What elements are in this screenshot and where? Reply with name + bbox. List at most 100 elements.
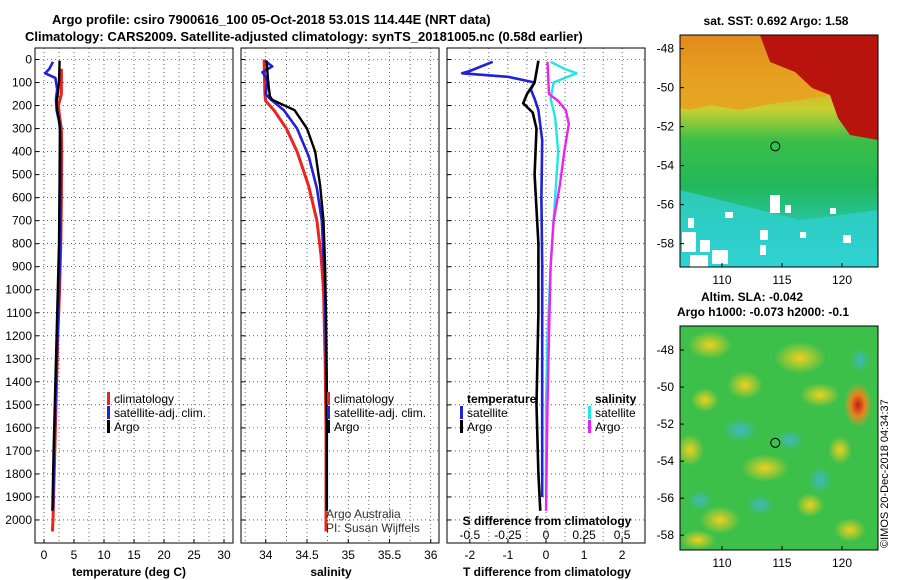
x-tick-label: 0: [543, 548, 550, 562]
sla-ticks: 110 115 120 -48 -50 -52 -54 -56 -58: [657, 343, 853, 570]
title-line1: Argo profile: csiro 7900616_100 05-Oct-2…: [52, 12, 491, 27]
depth-tick-label: 1300: [5, 352, 32, 366]
x-tick-label: 35.5: [378, 548, 402, 562]
temperature-grid: [35, 48, 233, 543]
legend-swatch-satellite: [327, 406, 330, 419]
legend-label-satellite: satellite-adj. clim.: [334, 406, 426, 420]
missing-data-patch: [682, 232, 696, 252]
salinity-ticks: 34 34.5 35 35.5 36: [241, 59, 438, 562]
legend-label-climatology: climatology: [334, 392, 394, 406]
salinity-panel: 34 34.5 35 35.5 36 climatology satellite-adj…: [240, 47, 440, 579]
sst-missing-data: [682, 195, 851, 267]
legend-label-satellite: satellite-adj. clim.: [114, 406, 206, 420]
missing-data-patch: [725, 212, 733, 218]
depth-tick-label: 700: [12, 214, 32, 228]
depth-tick-label: 500: [12, 168, 32, 182]
missing-data-patch: [760, 245, 766, 255]
depth-tick-label: 800: [12, 237, 32, 251]
sla-anomaly-blob: [688, 490, 712, 510]
difference-ticks: -2 -1 0 1 2 -0.5 -0.25 0 0.25 0.5: [447, 59, 631, 562]
difference-x2label: S difference from climatology: [463, 514, 632, 528]
series-line-s-satellite: [544, 60, 578, 497]
x2-tick-label: -0.25: [494, 528, 522, 542]
sst-orange-band: [680, 35, 830, 110]
lon-tick-label: 120: [832, 556, 852, 570]
sla-title-line2: Argo h1000: -0.073 h2000: -0.1: [677, 305, 849, 319]
depth-tick-label: 1100: [6, 306, 32, 320]
sst-map: sat. SST: 0.692 Argo: 1.58 110 115 120 -48 -…: [657, 14, 879, 287]
annotation-line1: Argo Australia: [326, 507, 401, 521]
legend-swatch-t-satellite: [460, 406, 463, 419]
x-tick-label: 0: [41, 548, 48, 562]
missing-data-patch: [770, 195, 780, 213]
sla-anomaly-blob: [680, 434, 704, 466]
salinity-plot-area: [240, 47, 440, 544]
x2-tick-label: 0.25: [572, 528, 596, 542]
annotation-line2: PI: Susan Wijffels: [326, 521, 420, 535]
difference-series: [460, 60, 578, 511]
sla-anomaly-blob: [727, 371, 763, 399]
difference-panel: -2 -1 0 1 2 -0.5 -0.25 0 0.25 0.5 temperature sal…: [446, 47, 646, 579]
lat-tick-label: -58: [657, 528, 675, 542]
legend-label-argo: Argo: [334, 420, 360, 434]
lat-tick-label: -52: [657, 417, 675, 431]
depth-tick-label: 600: [12, 191, 32, 205]
lat-tick-label: -48: [657, 343, 675, 357]
temperature-ticks: 0100200300400500600700800900100011001200…: [5, 53, 231, 562]
sla-anomaly-blob: [800, 383, 840, 407]
legend-swatch-climatology: [107, 392, 110, 405]
x-tick-label: 1: [581, 548, 588, 562]
series-line-t-satellite: [460, 60, 544, 497]
series-line-argo: [265, 60, 328, 511]
sla-anomaly-blob: [828, 436, 852, 464]
x-tick-label: -1: [503, 548, 514, 562]
sla-anomaly-blob: [688, 331, 732, 359]
lon-tick-label: 115: [772, 273, 791, 287]
lat-tick-label: -56: [657, 198, 675, 212]
depth-tick-label: 1900: [5, 490, 32, 504]
lon-tick-label: 110: [712, 556, 731, 570]
salinity-legend: climatology satellite-adj. clim. Argo: [327, 392, 426, 434]
missing-data-patch: [843, 235, 851, 243]
salinity-series: [261, 59, 329, 532]
x-tick-label: 36: [424, 548, 438, 562]
x-tick-label: 25: [187, 548, 201, 562]
sla-anomaly-blob: [691, 388, 719, 412]
sla-anomaly-blob: [844, 383, 872, 427]
x-tick-label: 20: [157, 548, 171, 562]
difference-grid: [447, 48, 645, 543]
x-tick-label: 34.5: [295, 548, 319, 562]
depth-tick-label: 400: [12, 145, 32, 159]
depth-tick-label: 1500: [5, 398, 32, 412]
legend-swatch-s-argo: [588, 420, 591, 433]
salinity-xlabel: salinity: [310, 565, 352, 579]
sla-title-line1: Altim. SLA: -0.042: [701, 290, 803, 304]
lat-tick-label: -56: [657, 491, 675, 505]
depth-tick-label: 1700: [5, 444, 32, 458]
sla-map: Altim. SLA: -0.042 Argo h1000: -0.073 h2…: [657, 290, 879, 570]
legend-swatch-climatology: [327, 392, 330, 405]
footer-copyright: ©IMOS 20-Dec-2018 04:34:37: [879, 399, 891, 548]
sla-anomaly-blob: [700, 506, 740, 534]
lon-tick-label: 110: [712, 273, 731, 287]
missing-data-patch: [800, 232, 806, 238]
sla-anomaly-blob: [722, 418, 758, 442]
depth-tick-label: 900: [12, 260, 32, 274]
sla-anomaly-blob: [808, 466, 832, 494]
legend-label-s-satellite: satellite: [595, 406, 636, 420]
lat-tick-label: -48: [657, 42, 675, 56]
sla-anomaly-blob: [796, 493, 824, 517]
x-tick-label: 15: [127, 548, 141, 562]
lat-tick-label: -50: [657, 380, 675, 394]
legend-title-temperature: temperature: [467, 392, 537, 406]
depth-tick-label: 0: [25, 53, 32, 67]
missing-data-patch: [690, 255, 708, 267]
sst-field: [680, 35, 878, 267]
sla-anomaly-blob: [680, 530, 716, 550]
sla-anomaly-blob: [776, 430, 804, 450]
lat-tick-label: -54: [657, 159, 675, 173]
legend-label-t-argo: Argo: [467, 420, 493, 434]
depth-tick-label: 1800: [5, 467, 32, 481]
legend-label-argo: Argo: [114, 420, 140, 434]
lon-tick-label: 120: [832, 273, 852, 287]
